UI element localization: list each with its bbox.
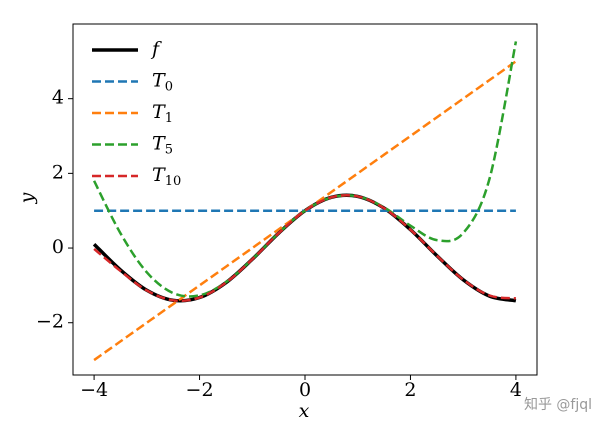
- x-tick-label: 4: [510, 379, 522, 401]
- x-tick-label: −4: [80, 379, 108, 401]
- y-tick-label: −2: [36, 311, 64, 333]
- plot: [92, 41, 518, 362]
- watermark: 知乎 @fjql: [524, 396, 592, 413]
- legend-label: T10: [152, 164, 181, 189]
- y-axis-label: y: [16, 192, 38, 204]
- x-tick-label: −2: [186, 379, 214, 401]
- x-axis-label: x: [299, 400, 310, 422]
- y-tick-label: 4: [52, 87, 64, 109]
- x-tick-label: 0: [299, 379, 311, 401]
- legend-label: f: [150, 38, 162, 60]
- legend-label: T5: [152, 133, 173, 158]
- y-tick-label: 0: [52, 236, 64, 258]
- line: [93, 60, 517, 362]
- legend-label: T1: [152, 101, 173, 126]
- x-tick-label: 2: [404, 379, 416, 401]
- y-tick-label: 2: [52, 161, 64, 183]
- legend-label: T0: [152, 70, 173, 95]
- plot-frame: [72, 23, 538, 376]
